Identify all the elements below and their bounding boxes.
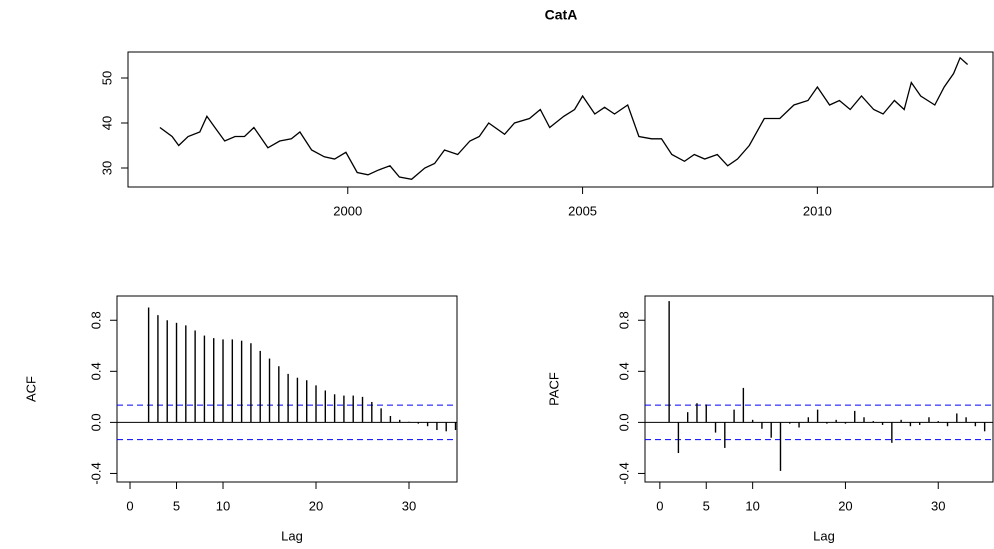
series-line bbox=[159, 56, 969, 180]
x-tick-label: 20 bbox=[309, 498, 323, 513]
x-tick-label: 10 bbox=[216, 498, 230, 513]
x-axis-label: Lag bbox=[813, 528, 835, 543]
y-tick-label: 0.4 bbox=[88, 362, 103, 380]
x-tick-label: 30 bbox=[931, 498, 945, 513]
x-tick-label: 30 bbox=[402, 498, 416, 513]
y-tick-label: 0.8 bbox=[616, 311, 631, 329]
y-tick-label: 0.8 bbox=[88, 311, 103, 329]
x-tick-label: 20 bbox=[838, 498, 852, 513]
y-tick-label: 0.0 bbox=[616, 413, 631, 431]
y-axis-label: ACF bbox=[23, 376, 38, 402]
y-tick-label: 40 bbox=[99, 116, 114, 130]
x-tick-label: 2010 bbox=[803, 203, 832, 218]
y-tick-label: 0.0 bbox=[88, 413, 103, 431]
x-tick-label: 10 bbox=[745, 498, 759, 513]
y-axis-label: PACF bbox=[546, 372, 561, 406]
chart-title: CatA bbox=[545, 7, 578, 23]
y-tick-label: 50 bbox=[99, 71, 114, 85]
x-tick-label: 5 bbox=[703, 498, 710, 513]
y-tick-label: 30 bbox=[99, 161, 114, 175]
x-axis-label: Lag bbox=[281, 528, 303, 543]
y-tick-label: 0.4 bbox=[616, 362, 631, 380]
x-tick-label: 0 bbox=[126, 498, 133, 513]
plot-frame bbox=[127, 51, 994, 188]
x-tick-label: 2000 bbox=[333, 203, 362, 218]
x-tick-label: 2005 bbox=[568, 203, 597, 218]
plot-frame bbox=[116, 295, 458, 483]
y-tick-label: -0.4 bbox=[616, 462, 631, 484]
x-tick-label: 0 bbox=[656, 498, 663, 513]
plot-frame bbox=[644, 295, 994, 483]
x-tick-label: 5 bbox=[173, 498, 180, 513]
y-tick-label: -0.4 bbox=[88, 462, 103, 484]
